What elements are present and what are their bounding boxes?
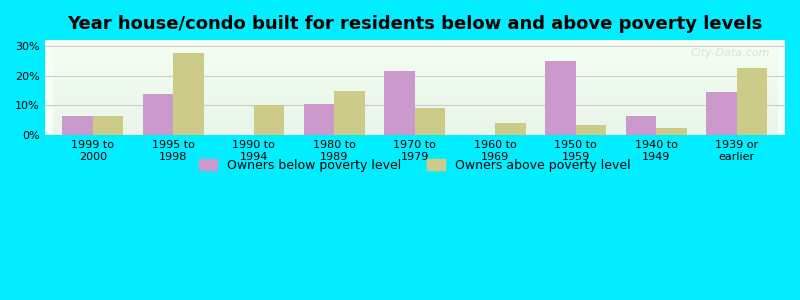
- Bar: [174, 53, 204, 135]
- Bar: [706, 92, 737, 135]
- Bar: [304, 104, 334, 135]
- Legend: Owners below poverty level, Owners above poverty level: Owners below poverty level, Owners above…: [192, 153, 638, 178]
- Bar: [142, 94, 174, 135]
- Bar: [62, 116, 93, 135]
- Bar: [576, 125, 606, 135]
- Title: Year house/condo built for residents below and above poverty levels: Year house/condo built for residents bel…: [67, 15, 762, 33]
- Bar: [626, 116, 656, 135]
- Bar: [384, 71, 415, 135]
- Text: City-Data.com: City-Data.com: [690, 48, 770, 58]
- Bar: [334, 91, 365, 135]
- Bar: [93, 116, 123, 135]
- Bar: [737, 68, 767, 135]
- Bar: [495, 123, 526, 135]
- Bar: [415, 108, 446, 135]
- Bar: [656, 128, 687, 135]
- Bar: [254, 105, 285, 135]
- Bar: [545, 61, 576, 135]
